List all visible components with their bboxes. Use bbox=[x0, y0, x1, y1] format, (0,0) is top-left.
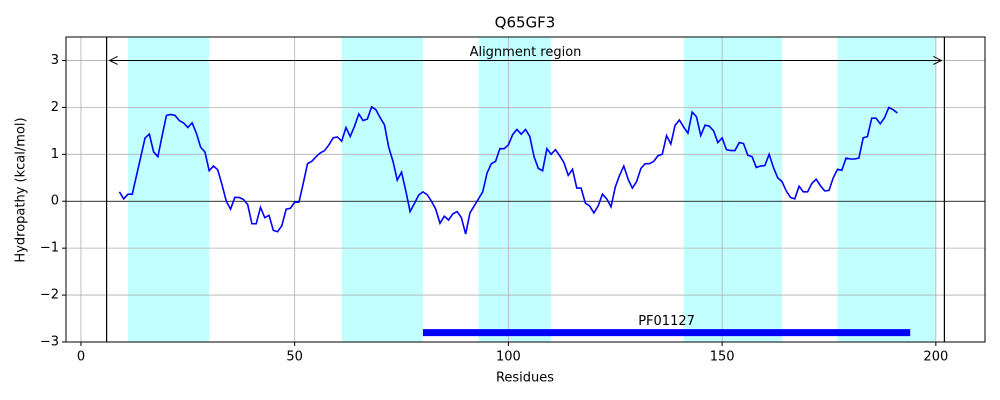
x-tick-label: 50 bbox=[286, 350, 303, 365]
y-tick-label: −2 bbox=[40, 288, 59, 303]
y-tick-label: 3 bbox=[51, 53, 59, 68]
region-label: Alignment region bbox=[470, 45, 582, 60]
y-tick-label: 1 bbox=[51, 147, 59, 162]
shaded-region bbox=[341, 37, 423, 342]
x-tick-label: 150 bbox=[710, 350, 735, 365]
x-tick-label: 100 bbox=[496, 350, 521, 365]
shaded-region bbox=[127, 37, 210, 342]
x-tick-label: 0 bbox=[77, 350, 85, 365]
y-tick-label: −3 bbox=[40, 335, 59, 350]
y-axis-label: Hydropathy (kcal/mol) bbox=[14, 117, 29, 262]
shaded-region bbox=[683, 37, 782, 342]
chart-title: Q65GF3 bbox=[495, 14, 556, 32]
axes-frame bbox=[65, 36, 986, 343]
data-line bbox=[118, 105, 898, 235]
domain-label: PF01127 bbox=[638, 314, 695, 329]
x-axis-label: Residues bbox=[496, 371, 554, 386]
y-tick-label: 0 bbox=[51, 194, 59, 209]
shaded-region bbox=[478, 37, 552, 342]
shaded-region bbox=[837, 37, 936, 342]
y-tick-label: 2 bbox=[51, 100, 59, 115]
y-tick-label: −1 bbox=[40, 241, 59, 256]
x-tick-label: 200 bbox=[923, 350, 948, 365]
